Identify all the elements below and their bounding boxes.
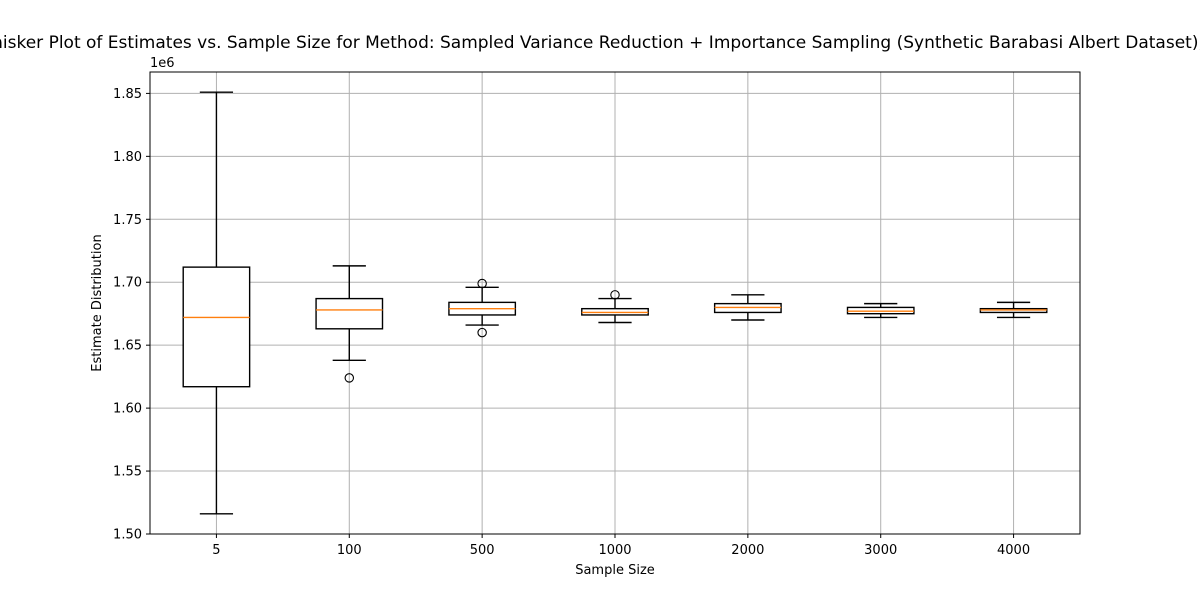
y-tick-label: 1.50 <box>113 528 142 543</box>
y-tick-label: 1.75 <box>113 213 142 228</box>
y-tick-label: 1.60 <box>113 402 142 417</box>
boxes <box>182 91 1048 515</box>
y-axis-ticks: 1.50 1.55 1.60 1.65 1.70 1.75 1.80 1.85 <box>113 87 150 543</box>
iqr-box <box>315 297 384 330</box>
x-tick-label: 500 <box>470 543 495 558</box>
y-tick-label: 1.65 <box>113 339 142 354</box>
outlier-point <box>477 278 487 289</box>
x-axis-label: Sample Size <box>575 563 655 578</box>
chart-title: Box-and-Whisker Plot of Estimates vs. Sa… <box>0 33 1200 53</box>
x-tick-label: 100 <box>337 543 362 558</box>
y-tick-label: 1.70 <box>113 276 142 291</box>
box-500 <box>448 278 517 338</box>
y-tick-label: 1.55 <box>113 465 142 480</box>
box-4000 <box>979 301 1048 319</box>
outlier-point <box>610 290 620 300</box>
x-tick-label: 5 <box>212 543 220 558</box>
box-2000 <box>713 294 782 321</box>
box-5 <box>182 91 251 515</box>
y-axis-label: Estimate Distribution <box>90 234 105 371</box>
y-scale-label: 1e6 <box>150 56 175 71</box>
box-1000 <box>581 290 649 324</box>
outlier-point <box>344 373 355 383</box>
x-tick-label: 4000 <box>997 543 1030 558</box>
box-100 <box>315 265 384 383</box>
iqr-box <box>182 266 251 388</box>
y-tick-label: 1.80 <box>113 150 142 165</box>
x-axis-ticks: 5 100 500 1000 2000 3000 4000 <box>212 534 1030 558</box>
box-3000 <box>846 302 915 319</box>
x-tick-label: 1000 <box>598 543 631 558</box>
x-tick-label: 2000 <box>731 543 764 558</box>
x-tick-label: 3000 <box>864 543 897 558</box>
outlier-point <box>477 327 487 338</box>
y-tick-label: 1.85 <box>113 87 142 102</box>
